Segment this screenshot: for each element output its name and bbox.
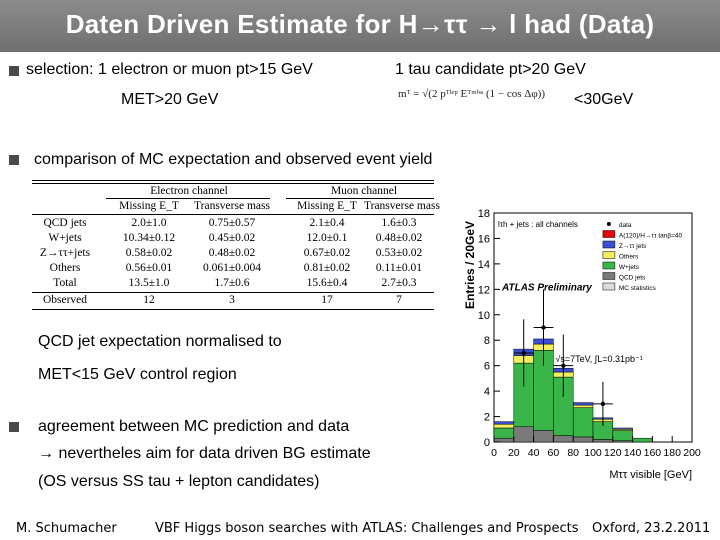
legend-label: MC statistics <box>619 285 657 292</box>
data-point <box>521 350 526 356</box>
bar-zjets <box>572 402 594 406</box>
bar-qcdjets <box>572 436 594 443</box>
y-tick-label: 4 <box>484 386 490 398</box>
data-point <box>600 401 606 407</box>
footer-talk-title: VBF Higgs boson searches with ATLAS: Cha… <box>155 521 579 536</box>
y-axis-label: Entries / 20GeV <box>463 221 477 309</box>
agreement-text: agreement between MC prediction and data <box>38 418 350 435</box>
selection-text: selection: 1 electron or muon pt>15 GeV <box>26 61 313 78</box>
bar-wjets <box>632 437 653 443</box>
legend-label: QCD jets <box>619 275 646 282</box>
y-tick-label: 0 <box>484 437 490 449</box>
bar-qcdjets <box>513 426 534 443</box>
data-driven-label: nevertheles aim for data driven BG estim… <box>58 445 371 462</box>
y-tick-label: 10 <box>478 310 490 322</box>
bar-qcdjets <box>493 437 515 443</box>
group-header-electron: Electron channel <box>150 185 228 197</box>
met-cut-text: MET>20 GeV <box>121 91 219 108</box>
x-tick-label: 140 <box>624 447 642 459</box>
bullet-icon <box>9 66 19 76</box>
data-driven-text: → nevertheles aim for data driven BG est… <box>38 445 371 463</box>
footer-venue-date: Oxford, 23.2.2011 <box>592 521 711 536</box>
x-axis-label: Mττ visible [GeV] <box>609 469 692 481</box>
bar-others <box>493 423 515 429</box>
arrow-right-icon: → <box>38 445 54 462</box>
comparison-text: comparison of MC expectation and observe… <box>34 151 433 168</box>
col-header: Missing E_T <box>119 200 179 212</box>
control-region-text: MET<15 GeV control region <box>38 366 237 383</box>
x-tick-label: 180 <box>663 447 681 459</box>
y-tick-label: 16 <box>478 233 490 245</box>
os-ss-text: (OS versus SS tau + lepton candidates) <box>38 473 320 490</box>
legend-label: A(120)/H→ττ tanβ=40 <box>619 233 683 240</box>
legend-swatch <box>602 240 616 249</box>
bar-qcdjets <box>592 439 614 443</box>
tau-candidate-text: 1 tau candidate pt>20 GeV <box>395 61 586 78</box>
data-point <box>541 325 546 330</box>
x-tick-label: 200 <box>683 447 701 459</box>
y-tick-label: 2 <box>484 412 490 424</box>
y-tick-label: 6 <box>484 361 490 373</box>
x-tick-label: 120 <box>604 447 622 459</box>
transverse-mass-formula: mᵀ = √(2 pᵀˡᵉᵖ Eᵀᵐⁱˢˢ (1 − cos Δφ)) <box>398 88 545 100</box>
bar-qcdjets <box>553 435 574 443</box>
qcd-normalisation-text: QCD jet expectation normalised to <box>38 333 282 350</box>
bar-wjets <box>493 427 515 439</box>
x-tick-label: 40 <box>528 447 540 459</box>
legend-label: Others <box>619 254 639 261</box>
bar-others <box>572 404 594 408</box>
yield-table: Electron channel Muon channel Missing E_… <box>32 180 440 312</box>
y-tick-label: 12 <box>478 284 490 296</box>
data-point <box>561 363 566 368</box>
energy-label: √s=7TeV, ∫L=0.31pb⁻¹ <box>555 354 642 364</box>
legend-label: data <box>619 222 632 229</box>
legend-swatch <box>602 251 616 259</box>
bar-qcdjets <box>533 430 554 443</box>
legend-swatch <box>602 230 616 238</box>
x-tick-label: 20 <box>508 447 520 459</box>
bar-zjets <box>612 427 633 430</box>
col-header: Missing E_T <box>297 200 357 212</box>
title-bar: Daten Driven Estimate for H→ττ → l had (… <box>0 0 720 52</box>
x-tick-label: 0 <box>491 447 497 459</box>
bullet-icon <box>9 155 19 165</box>
bar-zjets <box>493 421 515 425</box>
x-tick-label: 100 <box>584 447 602 459</box>
slide-title: Daten Driven Estimate for H→ττ → l had (… <box>65 9 655 39</box>
plot-title: lτh + jets : all channels <box>498 220 578 229</box>
x-tick-label: 60 <box>548 447 560 459</box>
x-tick-label: 80 <box>567 447 579 459</box>
bullet-icon <box>9 422 19 432</box>
y-tick-label: 8 <box>484 335 490 347</box>
group-header-muon: Muon channel <box>330 185 398 197</box>
y-tick-label: 14 <box>478 259 490 271</box>
bar-wjets <box>572 407 594 438</box>
col-header: Transverse mass <box>364 200 440 212</box>
x-tick-label: 160 <box>644 447 662 459</box>
y-tick-label: 18 <box>478 208 490 220</box>
atlas-label: ATLAS Preliminary <box>501 283 592 294</box>
bar-wjets <box>612 430 633 441</box>
legend-label: W+jets <box>619 264 640 271</box>
col-header: Transverse mass <box>194 200 270 212</box>
legend-marker <box>606 222 611 226</box>
legend-swatch <box>602 272 616 280</box>
legend-label: Z→ττ jets <box>619 243 647 250</box>
legend-swatch <box>602 261 616 270</box>
footer-author: M. Schumacher <box>16 521 117 536</box>
legend-swatch <box>602 282 616 291</box>
mt-cut-text: <30GeV <box>574 91 634 108</box>
